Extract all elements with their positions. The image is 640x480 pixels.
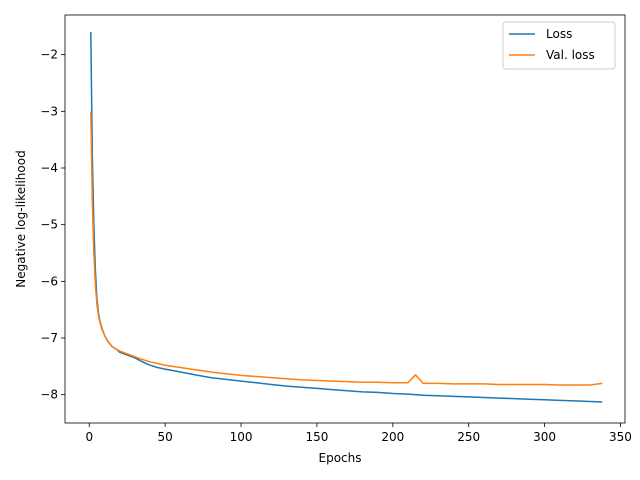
x-tick-label: 0 xyxy=(85,430,93,444)
y-tick-label: −8 xyxy=(40,388,58,402)
series-layer xyxy=(90,31,603,403)
y-tick-label: −3 xyxy=(40,104,58,118)
plot-frame xyxy=(64,14,626,424)
x-tick-label: 200 xyxy=(381,430,404,444)
x-tick-label: 300 xyxy=(533,430,556,444)
x-tick-label: 150 xyxy=(305,430,328,444)
x-tick-label: 50 xyxy=(158,430,173,444)
plot-area xyxy=(65,15,625,423)
y-tick-label: −4 xyxy=(40,161,58,175)
legend-label-loss: Loss xyxy=(546,27,572,41)
series-line-val-loss xyxy=(90,111,603,386)
x-axis-label: Epochs xyxy=(319,451,362,465)
y-tick-label: −6 xyxy=(40,274,58,288)
y-axis-label: Negative log-likelihood xyxy=(14,150,28,287)
y-tick-label: −7 xyxy=(40,331,58,345)
y-tick-label: −5 xyxy=(40,218,58,232)
legend: Loss Val. loss xyxy=(502,21,616,70)
y-tick-label: −2 xyxy=(40,48,58,62)
x-tick-label: 100 xyxy=(230,430,253,444)
x-tick-label: 350 xyxy=(609,430,632,444)
x-tick-label: 250 xyxy=(457,430,480,444)
legend-label-val-loss: Val. loss xyxy=(546,48,595,62)
ticks-layer: 0 50 100 150 200 250 300 350 −8 −7 −6 −5 −4 −3 −2 xyxy=(40,48,632,444)
